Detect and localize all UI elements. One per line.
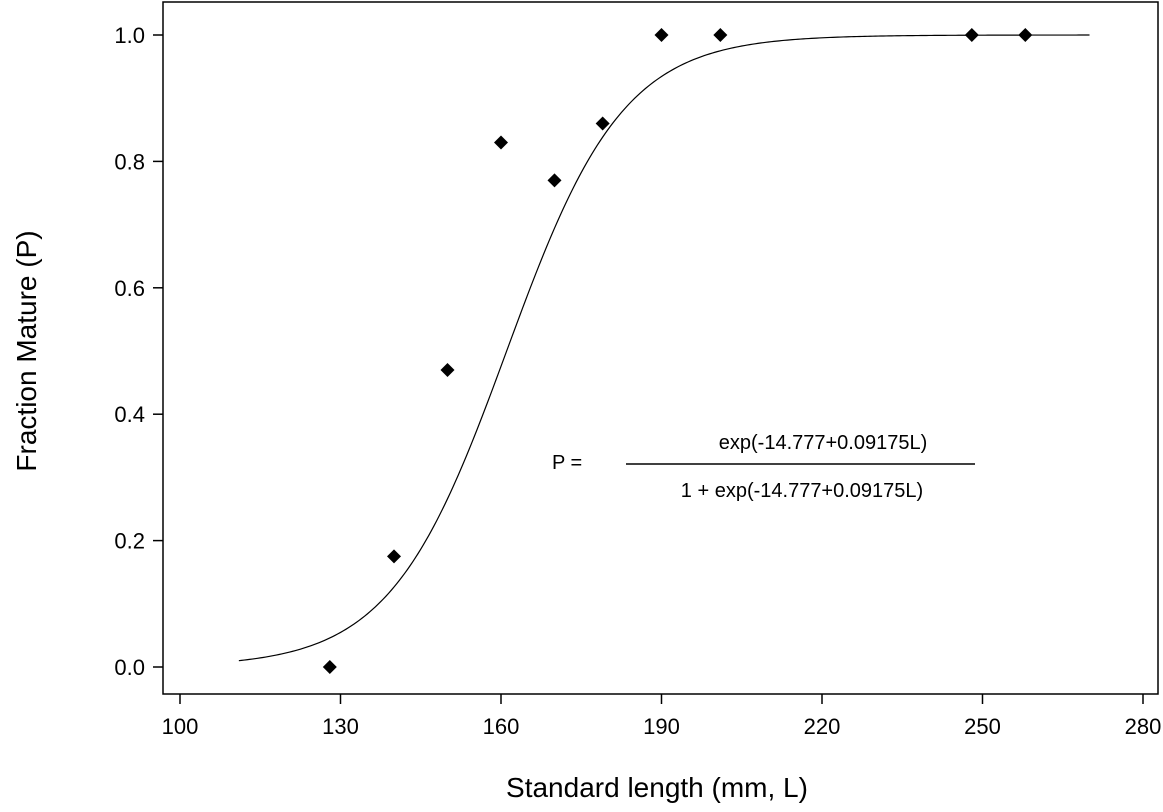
x-axis: 100 130 160 190 220 250 280: [162, 694, 1162, 739]
y-tick-label: 1.0: [114, 23, 145, 48]
data-point-9: [1018, 28, 1033, 42]
data-point-3: [494, 135, 508, 150]
data-point-2: [440, 362, 455, 377]
y-tick-label: 0.0: [114, 655, 145, 680]
y-tick-label: 0.4: [114, 402, 145, 427]
plot-frame: [162, 1, 1159, 695]
data-points: [322, 28, 1033, 674]
x-tick-label: 160: [483, 714, 520, 739]
data-point-5: [595, 116, 610, 131]
x-tick-label: 280: [1125, 714, 1162, 739]
equation-annotation: P = exp(-14.777+0.09175L) 1 + exp(-14.77…: [552, 432, 975, 502]
data-point-1: [387, 549, 401, 564]
logistic-fit-curve: [238, 34, 1090, 662]
data-point-6: [654, 28, 669, 42]
y-tick-label: 0.2: [114, 529, 145, 554]
data-point-8: [964, 28, 979, 42]
data-point-7: [713, 28, 728, 42]
equation-denominator: 1 + exp(-14.777+0.09175L): [681, 480, 923, 502]
data-point-4: [547, 173, 562, 188]
data-point-0: [322, 660, 337, 674]
y-tick-label: 0.8: [114, 149, 145, 174]
y-axis-label: Fraction Mature (P): [11, 230, 42, 471]
x-tick-label: 190: [643, 714, 680, 739]
x-tick-label: 250: [964, 714, 1001, 739]
y-tick-label: 0.6: [114, 276, 145, 301]
equation-lhs: P =: [552, 452, 582, 474]
x-tick-label: 220: [804, 714, 841, 739]
y-axis: 0.0 0.2 0.4 0.6 0.8 1.0: [114, 23, 163, 680]
equation-numerator: exp(-14.777+0.09175L): [719, 432, 928, 454]
x-tick-label: 130: [322, 714, 359, 739]
x-tick-label: 100: [162, 714, 199, 739]
x-axis-label: Standard length (mm, L): [506, 772, 808, 803]
